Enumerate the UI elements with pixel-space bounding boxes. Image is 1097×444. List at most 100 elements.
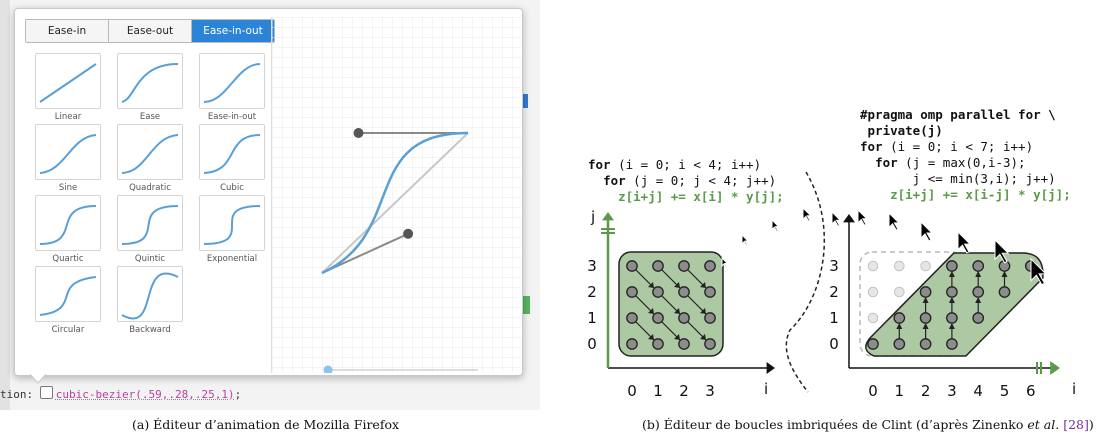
devtools-gutter	[0, 0, 10, 410]
preset-ease[interactable]: Ease	[117, 53, 185, 122]
tab-ease-in-out[interactable]: Ease-in-out	[192, 20, 274, 42]
preset-curve	[121, 205, 179, 245]
code-line: for (i = 0; i < 7; i++)	[860, 139, 1071, 155]
x-tick-label: 0	[627, 382, 637, 400]
iteration-point	[972, 260, 985, 272]
preset-curve-icon	[117, 266, 183, 322]
x-tick-label: 0	[868, 382, 878, 400]
code-line: #pragma omp parallel for \	[860, 107, 1071, 123]
dependence-arrowhead	[975, 271, 982, 277]
cursor-icon	[888, 211, 901, 231]
dependence-arrowhead	[648, 308, 654, 314]
preset-exponential[interactable]: Exponential	[199, 195, 267, 264]
iteration-point	[998, 286, 1011, 298]
y-tick-label: 0	[587, 335, 597, 353]
bezier-swatch-icon[interactable]	[39, 386, 53, 399]
iteration-point	[652, 286, 664, 298]
preset-curve-icon	[35, 53, 101, 109]
y-tick-label: 2	[829, 283, 839, 301]
iteration-point	[626, 286, 638, 298]
dependence-arrowhead	[674, 308, 680, 314]
axis-arrowhead	[766, 362, 775, 374]
inactive-point	[894, 286, 905, 298]
dependence-arrowhead	[922, 323, 929, 329]
inactive-point	[920, 260, 931, 272]
iteration-point	[652, 260, 664, 272]
axis-arrowhead	[1050, 361, 1060, 375]
x-tick-label: 2	[679, 382, 689, 400]
left-loop-code: for (i = 0; i < 4; i++) for (j = 0; j < …	[588, 157, 784, 205]
devtools-green-marker	[522, 296, 530, 314]
axis-arrowhead	[602, 212, 614, 221]
y-axis-label: j	[590, 208, 595, 226]
cursor-icon	[802, 206, 812, 222]
iteration-point	[893, 312, 906, 324]
css-declaration: tion: cubic-bezier(.59,.28,.25,1);	[0, 386, 241, 401]
preset-cubic[interactable]: Cubic	[199, 124, 267, 193]
preset-label: Quadratic	[129, 183, 171, 193]
inactive-point	[867, 286, 879, 298]
caption-b: (b) Éditeur de boucles imbriquées de Cli…	[642, 417, 1094, 432]
cursor-icon	[957, 230, 972, 254]
iteration-point	[946, 286, 958, 298]
code-text: j <= min(3,i); j++)	[860, 171, 1056, 186]
iteration-point	[946, 260, 958, 272]
dependence-arrowhead	[674, 334, 680, 340]
dependence-arrowhead	[922, 297, 929, 303]
preset-curve	[39, 134, 97, 174]
cursor-icon	[857, 208, 869, 226]
citation-link[interactable]: [28]	[1063, 417, 1089, 432]
iteration-point	[972, 312, 985, 324]
cursor-icon	[741, 233, 750, 247]
iteration-point	[704, 338, 716, 350]
preset-curve-icon	[199, 53, 265, 109]
bezier-graph-svg	[272, 17, 521, 375]
caption-b-close: )	[1088, 417, 1094, 432]
preset-linear[interactable]: Linear	[35, 53, 103, 122]
iteration-point	[704, 286, 716, 298]
code-keyword: for	[860, 139, 883, 154]
preset-label: Ease	[139, 112, 161, 122]
dependence-arrowhead	[648, 282, 654, 288]
code-text: (j = 0; j < 4; j++)	[625, 173, 777, 188]
y-tick-label: 3	[829, 257, 839, 275]
code-text: (j = max(0,i-3);	[897, 155, 1026, 170]
iteration-point	[678, 286, 690, 298]
preset-circular[interactable]: Circular	[35, 266, 103, 335]
iteration-point	[919, 312, 932, 324]
css-bezier-value[interactable]: cubic-bezier(.59,.28,.25,1)	[55, 388, 235, 401]
inactive-point	[894, 260, 905, 272]
bezier-curve	[321, 131, 469, 275]
cursor-icon	[920, 220, 934, 242]
preset-curve	[121, 272, 179, 320]
graph-grid	[272, 17, 521, 373]
dependence-arrowhead	[1001, 271, 1008, 277]
preset-curve	[39, 276, 97, 316]
axis-arrowhead	[843, 214, 855, 223]
tab-ease-out[interactable]: Ease-out	[109, 20, 192, 42]
dependence-arrowhead	[674, 282, 680, 288]
separator-dashed-curve	[785, 171, 826, 393]
code-statement: z[i+j] += x[i] * y[j];	[588, 189, 784, 204]
code-keyword: for	[875, 155, 898, 170]
iteration-point	[652, 312, 664, 324]
preset-backward[interactable]: Backward	[117, 266, 185, 335]
iteration-point	[678, 338, 690, 350]
preset-quartic[interactable]: Quartic	[35, 195, 103, 264]
preset-ease-in-out[interactable]: Ease-in-out	[199, 53, 267, 122]
control-point-2-handle[interactable]	[353, 128, 364, 138]
preset-sine[interactable]: Sine	[35, 124, 103, 193]
iteration-point	[919, 286, 932, 298]
tab-ease-in[interactable]: Ease-in	[26, 20, 109, 42]
x-axis-label: i	[1072, 380, 1076, 398]
caption-b-text: (b) Éditeur de boucles imbriquées de Cli…	[642, 417, 1028, 432]
control-point-1-handle[interactable]	[403, 228, 414, 239]
preset-curve	[39, 205, 97, 245]
code-keyword: private(j)	[860, 123, 943, 138]
easing-tabbar: Ease-in Ease-out Ease-in-out	[25, 19, 275, 43]
preset-quintic[interactable]: Quintic	[117, 195, 185, 264]
y-tick-label: 3	[587, 257, 597, 275]
preset-label: Quartic	[52, 254, 84, 264]
preset-quadratic[interactable]: Quadratic	[117, 124, 185, 193]
